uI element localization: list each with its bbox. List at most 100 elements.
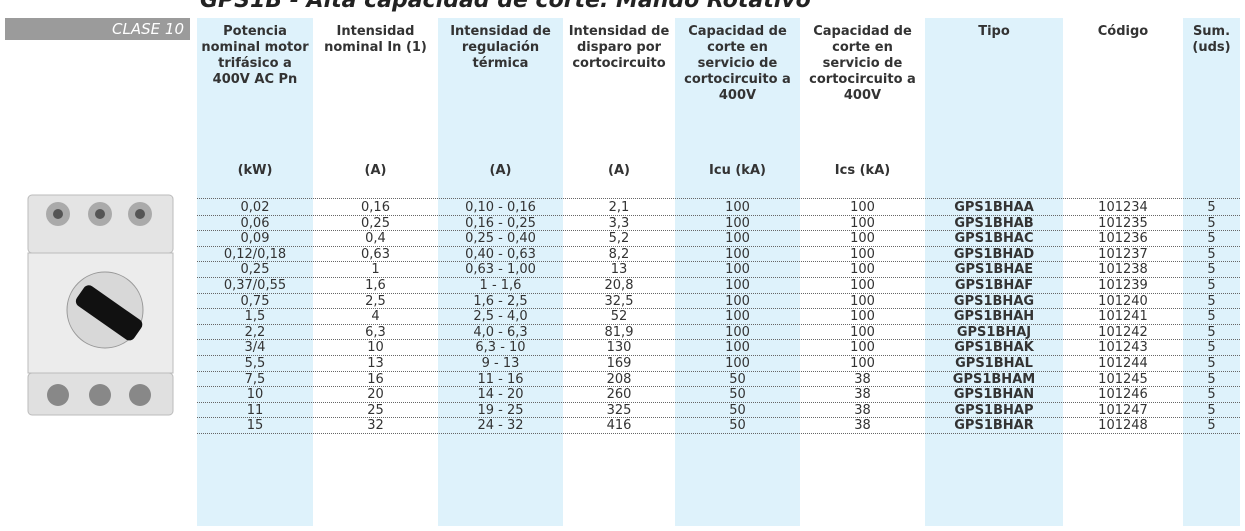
table-cell: 5 bbox=[1207, 387, 1216, 403]
table-cell: 0,25 - 0,40 bbox=[465, 231, 536, 247]
column-shade bbox=[1183, 18, 1240, 526]
table-cell: 1 bbox=[371, 262, 380, 278]
table-cell: 325 bbox=[606, 402, 632, 418]
table-cell: GPS1BHAL bbox=[955, 356, 1033, 371]
table-cell: 100 bbox=[850, 309, 875, 325]
column-header: Intensidad de disparo por cortocircuito bbox=[568, 24, 670, 71]
table-cell: 20 bbox=[367, 387, 384, 403]
table-cell: 0,63 bbox=[361, 246, 390, 262]
table-cell: 20,8 bbox=[604, 278, 634, 293]
row-divider bbox=[197, 245, 1240, 247]
table-cell: 0,4 bbox=[365, 231, 386, 247]
page-title: GPS1B - Alta capacidad de corte. Mando R… bbox=[200, 0, 811, 13]
row-divider bbox=[197, 401, 1240, 403]
table-cell: 0,63 - 1,00 bbox=[465, 262, 536, 278]
table-cell: 101247 bbox=[1098, 402, 1148, 418]
table-cell: 0,75 bbox=[240, 293, 270, 309]
row-divider bbox=[197, 308, 1240, 310]
table-cell: 1 - 1,6 bbox=[479, 278, 522, 293]
table-cell: 11 - 16 bbox=[477, 371, 524, 387]
column-header: Intensidad nominal In (1) bbox=[324, 24, 427, 55]
table-cell: GPS1BHAJ bbox=[956, 324, 1032, 340]
table-cell: 1,6 - 2,5 bbox=[473, 293, 528, 309]
table-cell: 100 bbox=[725, 356, 750, 371]
table-cell: 101245 bbox=[1098, 371, 1148, 387]
table-cell: 101248 bbox=[1098, 418, 1148, 434]
table-cell: 13 bbox=[610, 262, 628, 278]
table-cell: 0,40 - 0,63 bbox=[465, 246, 536, 262]
table-cell: 19 - 25 bbox=[477, 402, 524, 418]
table-cell: 5 bbox=[1207, 371, 1216, 387]
table-cell: 14 - 20 bbox=[477, 387, 524, 403]
table-cell: 100 bbox=[725, 340, 750, 356]
table-cell: 101234 bbox=[1098, 200, 1148, 215]
column-header: Código bbox=[1097, 24, 1149, 39]
table-cell: 50 bbox=[729, 402, 746, 418]
table-cell: 101242 bbox=[1098, 324, 1148, 340]
table-cell: 100 bbox=[725, 278, 750, 293]
table-cell: 416 bbox=[606, 418, 632, 434]
table-cell: 101244 bbox=[1098, 356, 1148, 371]
table-cell: 100 bbox=[725, 293, 750, 309]
table-cell: 100 bbox=[850, 340, 875, 356]
table-cell: 100 bbox=[725, 309, 750, 325]
table-cell: 25 bbox=[367, 402, 384, 418]
table-cell: 0,06 bbox=[240, 215, 270, 231]
table-cell: GPS1BHAD bbox=[953, 246, 1035, 262]
table-cell: 0,10 - 0,16 bbox=[465, 200, 536, 215]
table-cell: 2,1 bbox=[608, 200, 630, 215]
row-divider bbox=[197, 214, 1240, 216]
table-cell: 101246 bbox=[1098, 387, 1148, 403]
table-cell: 6,3 bbox=[365, 324, 386, 340]
row-divider bbox=[197, 277, 1240, 278]
table-cell: 0,12/0,18 bbox=[223, 246, 287, 262]
table-cell: 5,5 bbox=[244, 356, 266, 371]
table-cell: 32 bbox=[367, 418, 384, 434]
table-cell: 100 bbox=[850, 231, 875, 247]
table-cell: 5,2 bbox=[608, 231, 630, 247]
table-cell: 0,16 - 0,25 bbox=[465, 215, 536, 231]
table-cell: 32,5 bbox=[604, 293, 634, 309]
table-cell: 10 bbox=[246, 387, 264, 403]
table-cell: 5 bbox=[1207, 418, 1216, 434]
row-divider bbox=[197, 386, 1240, 388]
table-cell: 0,37/0,55 bbox=[223, 278, 287, 293]
column-shade bbox=[925, 18, 1063, 526]
row-divider bbox=[197, 433, 1240, 434]
table-cell: GPS1BHAB bbox=[954, 215, 1034, 231]
row-divider bbox=[197, 292, 1240, 294]
table-cell: 0,02 bbox=[240, 200, 270, 215]
table-cell: 208 bbox=[606, 371, 632, 387]
table-cell: 100 bbox=[725, 324, 750, 340]
row-divider bbox=[197, 261, 1240, 263]
table-cell: 101236 bbox=[1098, 231, 1148, 247]
table-cell: 5 bbox=[1207, 262, 1216, 278]
table-cell: 38 bbox=[854, 371, 871, 387]
column-header: Potencia nominal motor trifásico a 400V … bbox=[201, 24, 309, 87]
column-unit: (A) bbox=[608, 163, 630, 178]
table-cell: 100 bbox=[725, 246, 750, 262]
table-cell: 100 bbox=[850, 246, 875, 262]
table-cell: 2,2 bbox=[244, 324, 266, 340]
table-cell: 52 bbox=[610, 309, 628, 325]
column-unit: (A) bbox=[364, 163, 387, 178]
table-cell: 1,6 bbox=[365, 278, 386, 293]
table-cell: 100 bbox=[725, 200, 750, 215]
row-divider bbox=[197, 198, 1240, 199]
row-divider bbox=[197, 417, 1240, 419]
table-cell: 100 bbox=[850, 215, 875, 231]
row-divider bbox=[197, 339, 1240, 341]
table-cell: 0,09 bbox=[240, 231, 270, 247]
table-cell: 24 - 32 bbox=[477, 418, 524, 434]
table-cell: 101240 bbox=[1098, 293, 1148, 309]
column-header: Sum. (uds) bbox=[1192, 24, 1231, 55]
table-cell: 2,5 - 4,0 bbox=[473, 309, 528, 325]
table-cell: 0,25 bbox=[240, 262, 270, 278]
table-cell: 0,25 bbox=[361, 215, 390, 231]
table-cell: 10 bbox=[367, 340, 384, 356]
table-cell: 50 bbox=[729, 418, 746, 434]
table-cell: GPS1BHAG bbox=[953, 293, 1035, 309]
table-cell: 7,5 bbox=[244, 371, 266, 387]
table-cell: 3,3 bbox=[608, 215, 630, 231]
table-cell: GPS1BHAK bbox=[954, 340, 1034, 356]
